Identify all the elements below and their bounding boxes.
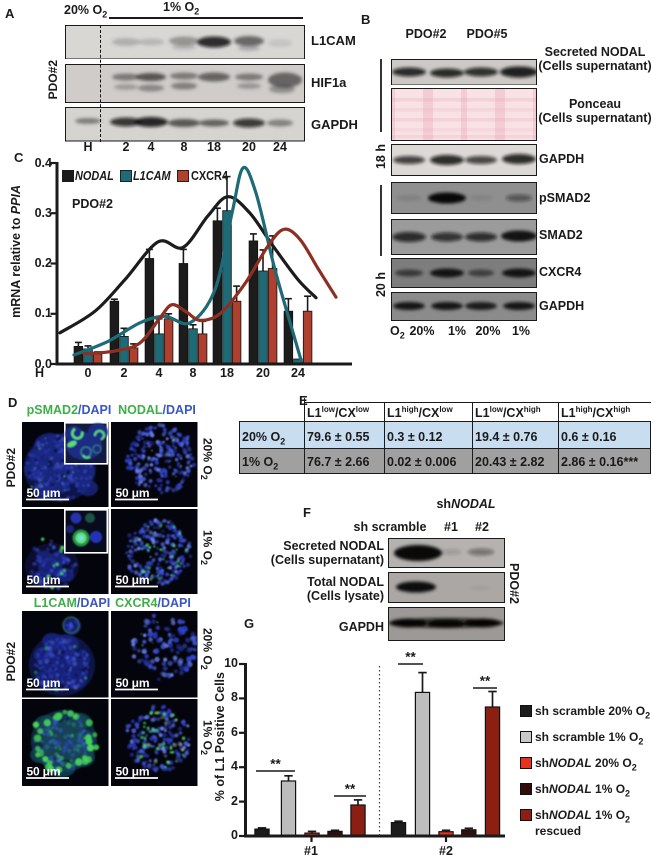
svg-text:**: **	[480, 674, 491, 689]
svg-text:50 μm: 50 μm	[116, 573, 150, 587]
svg-text:**: **	[345, 782, 356, 797]
svg-text:50 μm: 50 μm	[27, 764, 61, 778]
svg-text:**: **	[270, 757, 281, 772]
svg-text:50 μm: 50 μm	[116, 676, 150, 690]
svg-text:50 μm: 50 μm	[116, 764, 150, 778]
svg-text:50 μm: 50 μm	[27, 676, 61, 690]
svg-text:50 μm: 50 μm	[27, 573, 61, 587]
svg-text:50 μm: 50 μm	[116, 486, 150, 500]
svg-text:50 μm: 50 μm	[27, 486, 61, 500]
svg-text:**: **	[405, 650, 416, 665]
